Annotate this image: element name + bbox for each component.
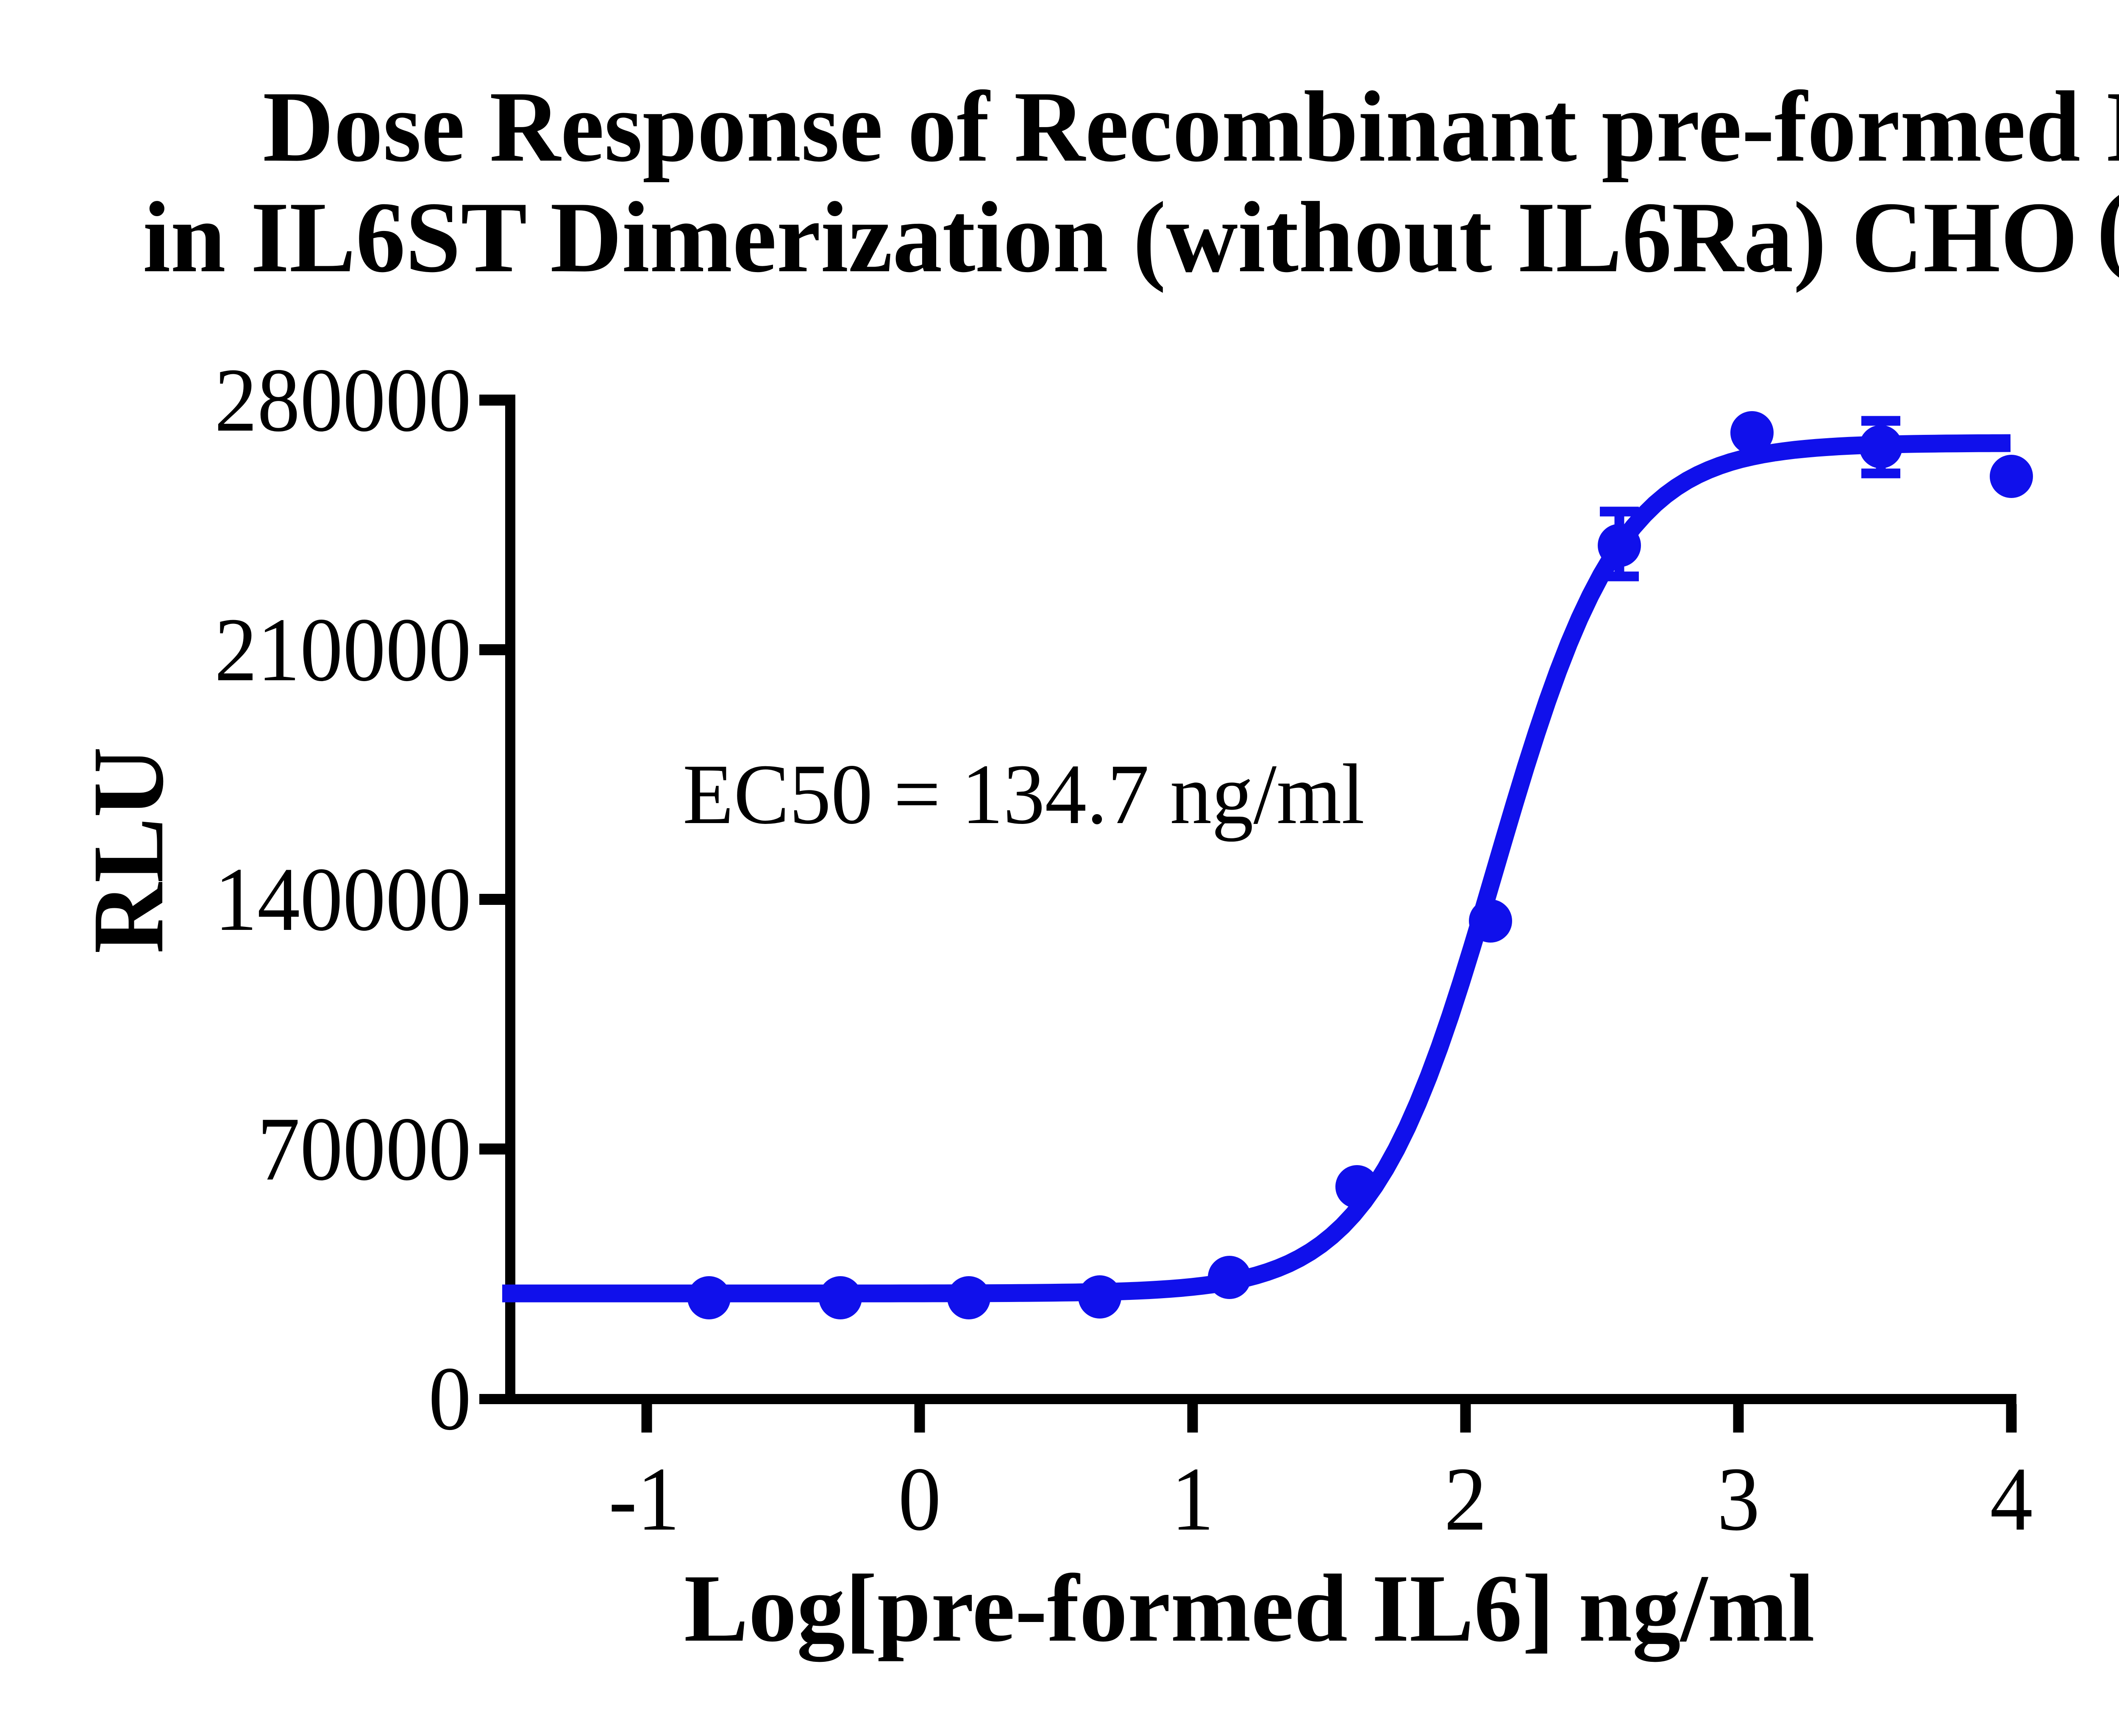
svg-text:1: 1 xyxy=(1171,1448,1214,1550)
svg-text:in IL6ST Dimerization (without: in IL6ST Dimerization (without IL6Ra) CH… xyxy=(143,170,2119,293)
svg-text:-1: -1 xyxy=(609,1448,680,1550)
svg-text:RLU: RLU xyxy=(72,747,184,954)
svg-text:Log[pre-formed IL6] ng/ml: Log[pre-formed IL6] ng/ml xyxy=(684,1555,1815,1662)
svg-text:0: 0 xyxy=(898,1448,941,1550)
svg-text:EC50 = 134.7 ng/ml: EC50 = 134.7 ng/ml xyxy=(683,746,1365,842)
svg-text:3: 3 xyxy=(1717,1448,1760,1550)
svg-text:140000: 140000 xyxy=(214,849,471,950)
svg-text:4: 4 xyxy=(1990,1448,2033,1550)
svg-text:70000: 70000 xyxy=(257,1098,471,1199)
svg-text:210000: 210000 xyxy=(214,599,471,700)
svg-text:Dose Response of Recombinant p: Dose Response of Recombinant pre-formed … xyxy=(263,70,2119,183)
svg-text:2: 2 xyxy=(1444,1448,1487,1550)
svg-text:0: 0 xyxy=(428,1348,471,1449)
svg-text:280000: 280000 xyxy=(214,349,471,451)
